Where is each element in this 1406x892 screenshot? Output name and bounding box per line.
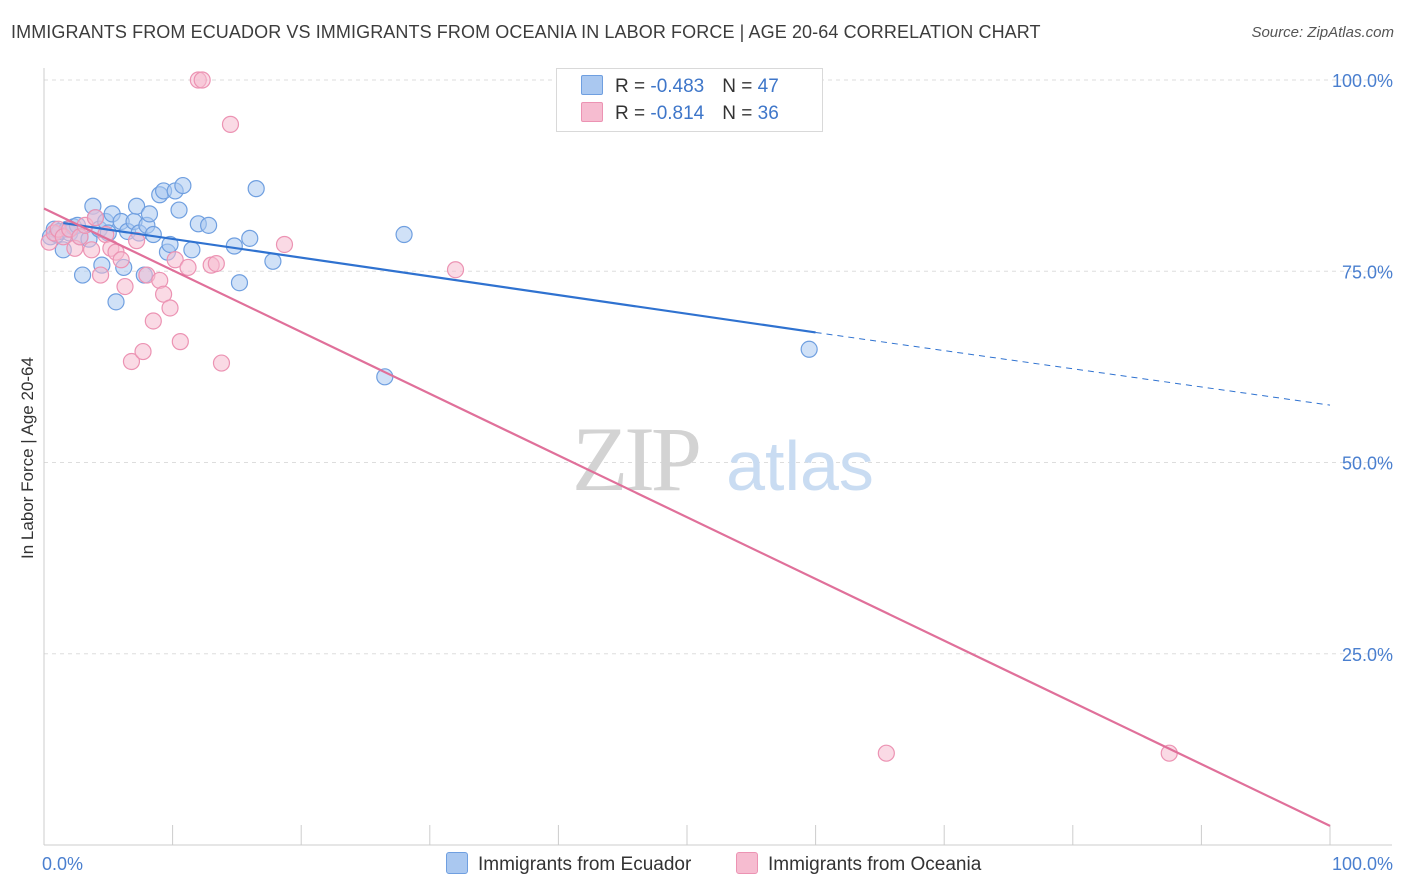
data-point-blue [200, 216, 218, 234]
data-point-blue [183, 241, 201, 259]
legend-swatch-pink-icon [581, 102, 603, 122]
data-point-pink [154, 285, 173, 303]
data-point-pink [134, 342, 152, 361]
bottom-legend-ecuador: Immigrants from Ecuador [446, 852, 691, 876]
legend-r-label: R = [615, 103, 651, 124]
data-point-blue [247, 180, 265, 198]
data-point-pink [82, 241, 101, 259]
data-point-pink [122, 352, 141, 371]
stats-legend: R = -0.483 N = 47 R = -0.814 N = 36 [556, 68, 823, 132]
data-point-pink [112, 251, 130, 269]
y-tick-label: 100.0% [1332, 71, 1393, 91]
watermark-atlas: atlas [726, 427, 874, 505]
data-point-pink [221, 115, 240, 133]
legend-r-value: -0.483 [650, 76, 705, 97]
data-point-blue [395, 225, 413, 244]
x-tick-label: 0.0% [42, 854, 83, 874]
data-point-blue [107, 293, 125, 311]
data-point-pink [179, 258, 197, 277]
data-point-pink [86, 209, 105, 227]
data-point-pink [166, 251, 184, 269]
data-point-blue [174, 176, 192, 195]
bottom-legend-oceania: Immigrants from Oceania [736, 852, 981, 876]
y-axis-label: In Labor Force | Age 20-64 [18, 357, 37, 559]
data-point-blue [170, 201, 188, 219]
watermark: ZIP atlas [572, 408, 874, 510]
y-tick-label: 50.0% [1342, 454, 1393, 474]
legend-n-label: N = [722, 76, 758, 97]
trend-line-pink [43, 207, 1331, 827]
points-layer [40, 71, 1178, 762]
data-point-blue [264, 252, 282, 270]
bottom-legend-pink-icon [736, 852, 758, 874]
legend-row-ecuador: R = -0.483 N = 47 [581, 75, 779, 101]
chart-title: IMMIGRANTS FROM ECUADOR VS IMMIGRANTS FR… [11, 22, 1041, 42]
data-point-pink [446, 261, 465, 279]
data-point-blue [161, 235, 179, 254]
data-point-pink [91, 266, 110, 284]
y-tick-label: 25.0% [1342, 645, 1393, 665]
data-point-pink [207, 255, 225, 273]
trend-line-extrapolated-blue [815, 331, 1331, 406]
data-point-pink [193, 71, 211, 89]
trend-line-blue [63, 221, 816, 334]
data-point-blue [241, 229, 259, 247]
data-point-pink [144, 312, 162, 330]
data-point-blue [140, 205, 159, 223]
legend-n-value: 36 [757, 103, 779, 124]
axis-layer [43, 68, 1392, 846]
legend-r-label: R = [615, 76, 651, 97]
grid-layer [44, 79, 1392, 655]
source-label: Source: ZipAtlas.com [1251, 24, 1394, 41]
legend-r-value: -0.814 [650, 103, 705, 124]
trend-layer [43, 207, 1331, 827]
data-point-blue [230, 274, 249, 292]
x-tick-label: 100.0% [1332, 854, 1393, 874]
data-point-pink [877, 744, 895, 762]
tick-label-layer: 25.0% 50.0% 75.0% 100.0% 0.0% 100.0% [42, 71, 1393, 874]
bottom-legend-blue-icon [446, 852, 468, 874]
watermark-zip: ZIP [572, 408, 699, 510]
data-point-pink [171, 333, 189, 351]
legend-swatch-blue-icon [581, 75, 603, 95]
data-point-pink [212, 354, 231, 372]
data-point-blue [73, 266, 92, 284]
data-point-pink [275, 235, 294, 254]
data-point-pink [116, 277, 134, 296]
legend-n-label: N = [722, 103, 758, 124]
data-point-pink [161, 299, 179, 317]
legend-row-oceania: R = -0.814 N = 36 [581, 102, 779, 128]
data-point-blue [127, 197, 146, 215]
legend-n-value: 47 [757, 76, 779, 97]
bottom-legend-label: Immigrants from Ecuador [478, 854, 692, 875]
y-tick-label: 75.0% [1342, 262, 1393, 282]
data-point-blue [800, 340, 818, 358]
bottom-legend-label: Immigrants from Oceania [768, 854, 982, 875]
